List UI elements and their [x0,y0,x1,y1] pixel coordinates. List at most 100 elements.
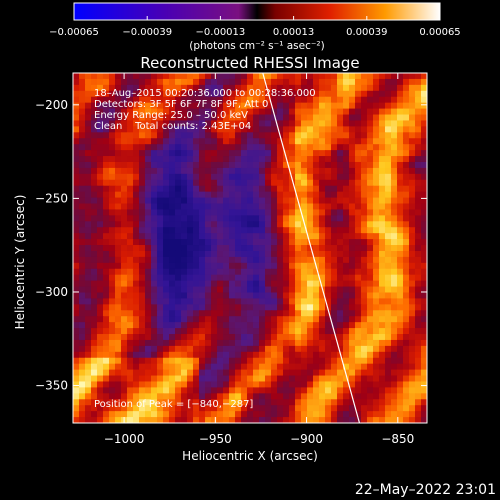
heatmap-cell [157,369,164,377]
heatmap-cell [265,161,272,169]
heatmap-cell [355,363,362,371]
heatmap-cell [97,268,104,276]
heatmap-cell [319,78,326,86]
heatmap-cell [157,298,164,305]
heatmap-cell [103,262,110,270]
heatmap-cell [73,387,80,394]
heatmap-cell [241,227,248,234]
heatmap-cell [115,256,122,264]
heatmap-cell [313,274,320,282]
heatmap-cell [79,144,86,151]
heatmap-cell [163,215,170,222]
heatmap-cell [97,132,104,139]
heatmap-cell [349,102,356,110]
heatmap-cell [259,215,266,222]
heatmap-cell [235,310,242,317]
heatmap-cell [349,310,356,317]
heatmap-cell [253,322,260,329]
heatmap-cell [385,357,392,365]
colorbar-tick-label: 0.00065 [419,27,460,38]
heatmap-cell [307,215,314,222]
heatmap-cell [271,328,278,335]
heatmap-cell [139,227,146,234]
heatmap-cell [223,256,230,264]
heatmap-cell [85,108,92,116]
heatmap-cell [271,363,278,371]
heatmap-cell [181,209,188,216]
heatmap-cell [217,268,224,276]
heatmap-cell [205,167,212,175]
heatmap-cell [415,250,422,258]
heatmap-cell [331,150,338,157]
heatmap-cell [379,73,386,80]
heatmap-cell [199,78,206,86]
heatmap-cell [127,417,134,423]
heatmap-cell [397,328,404,335]
heatmap-cell [283,179,290,187]
heatmap-cell [157,322,164,329]
heatmap-cell [97,161,104,169]
heatmap-cell [301,357,308,365]
heatmap-cell [403,221,410,228]
heatmap-cell [415,292,422,300]
heatmap-cell [163,351,170,359]
heatmap-cell [271,310,278,317]
heatmap-cell [295,345,302,353]
heatmap-cell [97,233,104,240]
heatmap-cell [235,411,242,418]
heatmap-cell [229,156,236,163]
heatmap-cell [175,84,182,92]
heatmap-cell [175,405,182,412]
heatmap-cell [145,132,152,139]
heatmap-cell [349,351,356,359]
heatmap-cell [217,328,224,335]
heatmap-cell [265,221,272,228]
heatmap-cell [385,233,392,240]
heatmap-cell [241,173,248,181]
heatmap-cell [205,387,212,394]
heatmap-cell [211,393,218,400]
heatmap-cell [325,393,332,400]
heatmap-cell [121,399,128,406]
heatmap-cell [271,351,278,359]
heatmap-cell [91,161,98,169]
heatmap-cell [91,387,98,394]
heatmap-cell [73,120,80,127]
heatmap-cell [415,274,422,282]
heatmap-cell [331,262,338,270]
heatmap-cell [313,84,320,92]
heatmap-cell [253,345,260,353]
heatmap-cell [139,363,146,371]
heatmap-cell [133,126,140,133]
heatmap-cell [247,156,254,163]
heatmap-cell [421,387,427,394]
heatmap-cell [307,173,314,181]
heatmap-cell [295,221,302,228]
heatmap-cell [139,405,146,412]
heatmap-cell [271,399,278,406]
heatmap-cell [247,84,254,92]
heatmap-cell [355,245,362,252]
heatmap-cell [151,369,158,377]
heatmap-cell [169,310,176,317]
heatmap-cell [331,191,338,199]
heatmap-cell [313,233,320,240]
heatmap-cell [169,268,176,276]
heatmap-cell [415,156,422,163]
heatmap-cell [307,334,314,341]
heatmap-cell [319,167,326,175]
heatmap-cell [97,405,104,412]
heatmap-cell [385,304,392,311]
heatmap-cell [277,161,284,169]
heatmap-cell [181,363,188,371]
heatmap-cell [295,310,302,317]
heatmap-cell [379,102,386,110]
heatmap-cell [271,256,278,264]
heatmap-cell [79,203,86,211]
heatmap-cell [97,221,104,228]
heatmap-cell [403,120,410,127]
heatmap-cell [217,250,224,258]
heatmap-cell [253,292,260,300]
heatmap-cell [109,167,116,175]
heatmap-cell [361,405,368,412]
